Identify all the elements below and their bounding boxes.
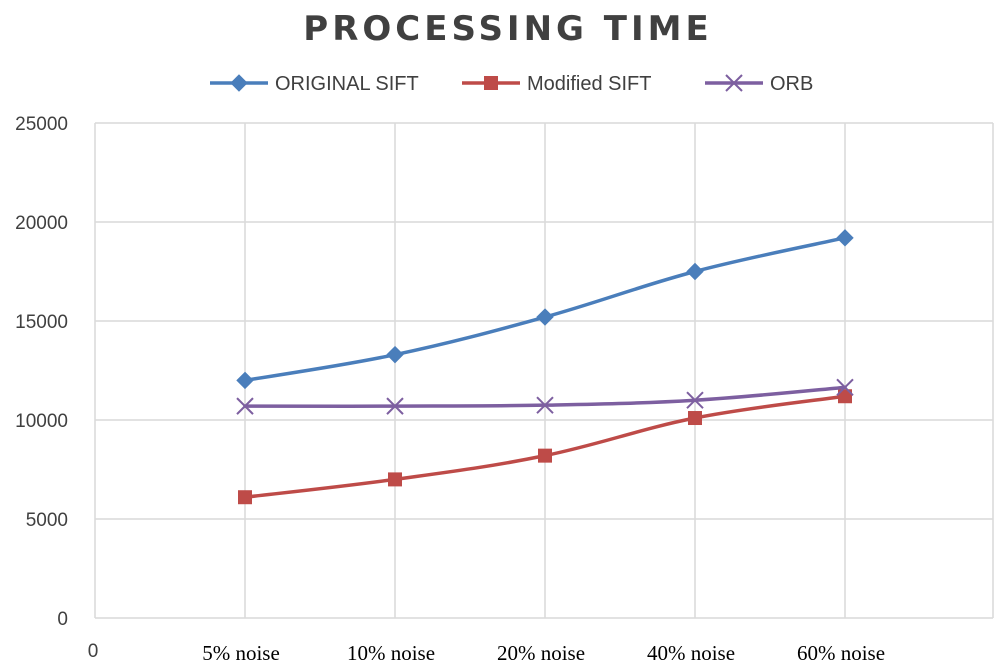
data-point bbox=[386, 345, 404, 364]
legend-marker bbox=[484, 76, 498, 90]
y-tick-label: 15000 bbox=[15, 312, 68, 333]
data-point bbox=[538, 448, 552, 463]
data-point bbox=[536, 396, 554, 414]
legend-label: ORIGINAL SIFT bbox=[275, 73, 419, 95]
x-origin-label: 0 bbox=[88, 641, 99, 662]
data-point bbox=[236, 371, 254, 390]
data-point bbox=[686, 262, 704, 281]
series-modified-sift bbox=[238, 389, 852, 505]
legend-marker bbox=[230, 74, 248, 92]
data-point bbox=[238, 490, 252, 505]
gridlines bbox=[94, 122, 994, 619]
legend: ORIGINAL SIFT Modified SIFT ORB bbox=[210, 73, 813, 95]
legend-item: ORB bbox=[705, 73, 813, 95]
x-tick-label: 20% noise bbox=[497, 641, 585, 665]
y-tick-label: 20000 bbox=[15, 213, 68, 234]
legend-label: Modified SIFT bbox=[527, 73, 651, 95]
x-axis-ticks: 5% noise 10% noise 20% noise 40% noise 60% n… bbox=[202, 641, 885, 665]
y-tick-label: 25000 bbox=[15, 114, 68, 135]
y-axis-ticks: 0 5000 10000 15000 20000 25000 bbox=[15, 114, 68, 630]
legend-item: Modified SIFT bbox=[462, 73, 651, 95]
x-tick-label: 5% noise bbox=[202, 641, 280, 665]
data-point bbox=[388, 472, 402, 487]
series-original-sift bbox=[236, 229, 854, 390]
data-point bbox=[386, 397, 404, 415]
data-point bbox=[236, 397, 254, 415]
legend-label: ORB bbox=[770, 73, 813, 95]
data-point bbox=[838, 389, 852, 404]
data-point bbox=[836, 229, 854, 247]
data-point bbox=[688, 411, 702, 426]
series-layer bbox=[236, 229, 854, 505]
y-tick-label: 0 bbox=[57, 609, 68, 630]
chart-title: PROCESSING TIME bbox=[303, 9, 712, 49]
data-point bbox=[536, 308, 554, 326]
x-tick-label: 10% noise bbox=[347, 641, 435, 665]
series-orb bbox=[236, 378, 854, 415]
legend-item: ORIGINAL SIFT bbox=[210, 73, 419, 95]
x-tick-label: 40% noise bbox=[647, 641, 735, 665]
y-tick-label: 10000 bbox=[15, 411, 68, 432]
x-tick-label: 60% noise bbox=[797, 641, 885, 665]
data-point bbox=[686, 391, 704, 409]
y-tick-label: 5000 bbox=[26, 510, 68, 531]
legend-marker bbox=[725, 74, 743, 92]
data-point bbox=[836, 378, 854, 397]
